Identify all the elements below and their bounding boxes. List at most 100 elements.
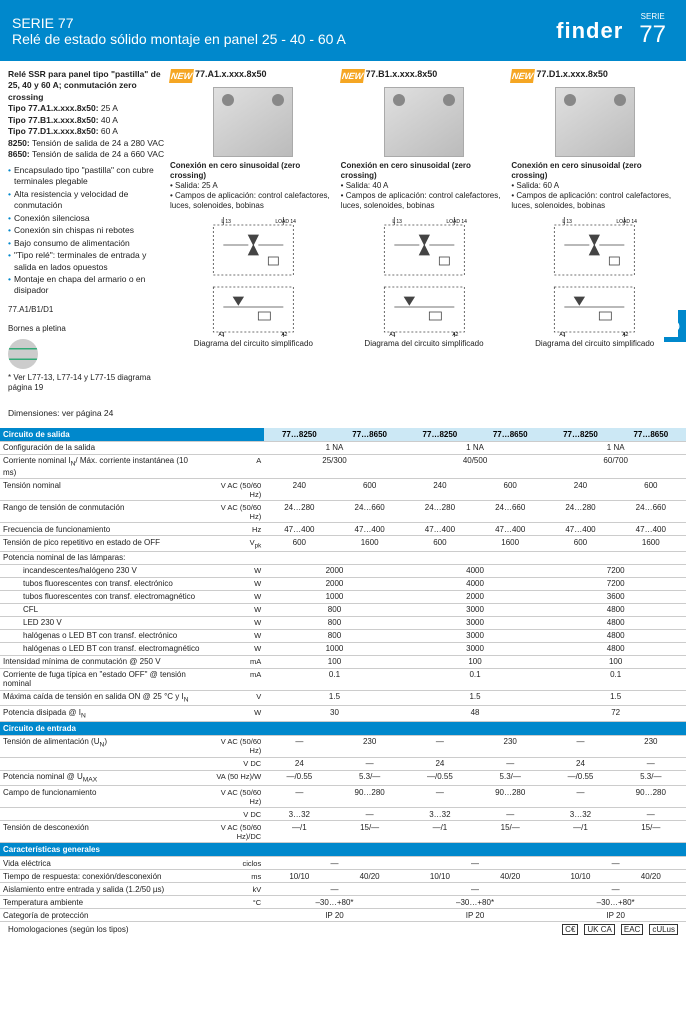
table-row: CFLW80030004800 [0, 603, 686, 616]
svg-text:L 13: L 13 [563, 219, 573, 225]
new-badge: NEW [510, 69, 535, 83]
type-line: Tipo 77.D1.x.xxx.8x50: 60 A [8, 126, 166, 137]
svg-text:LOAD 14: LOAD 14 [275, 219, 296, 225]
cert-icon: EAC [621, 924, 643, 935]
product-image [213, 87, 293, 157]
type-list: Tipo 77.A1.x.xxx.8x50: 25 ATipo 77.B1.x.… [8, 103, 166, 160]
svg-text:L 13: L 13 [392, 219, 402, 225]
table-row: Características generales [0, 843, 686, 857]
table-row: halógenas o LED BT con transf. electroma… [0, 642, 686, 655]
table-row: Potencia nominal de las lámparas: [0, 551, 686, 564]
header-left: SERIE 77 Relé de estado sólido montaje e… [12, 15, 556, 47]
product-card: NEW77.D1.x.xxx.8x50 Conexión en cero sinu… [511, 69, 678, 420]
svg-text:A1: A1 [389, 332, 395, 337]
content-area: Relé SSR para panel tipo "pastilla" de 2… [0, 61, 686, 428]
header-series-badge: SERIE 77 [631, 8, 674, 53]
homolog-label: Homologaciones (según los tipos) [8, 925, 562, 934]
table-row: LED 230 VW80030004800 [0, 616, 686, 629]
svg-text:A2: A2 [281, 332, 287, 337]
table-row: Vida eléctricaciclos——— [0, 857, 686, 870]
feature-item: Bajo consumo de alimentación [8, 238, 166, 249]
product-header: NEW77.A1.x.xxx.8x50 [170, 69, 337, 83]
feature-item: Alta resistencia y velocidad de conmutac… [8, 189, 166, 212]
header-title: Relé de estado sólido montaje en panel 2… [12, 31, 556, 47]
table-row: Circuito de salida77…825077…865077…82507… [0, 428, 686, 442]
svg-text:A2: A2 [623, 332, 629, 337]
product-header: NEW77.B1.x.xxx.8x50 [341, 69, 508, 83]
cert-icon: C€ [562, 924, 578, 935]
table-row: Tensión de pico repetitivo en estado de … [0, 536, 686, 552]
table-row: Máxima caída de tensión en salida ON @ 2… [0, 690, 686, 706]
product-image [384, 87, 464, 157]
product-description: Conexión en cero sinusoidal (zero crossi… [170, 161, 337, 211]
badge-serie-label: SERIE [639, 12, 666, 21]
table-row: Tiempo de respuesta: conexión/desconexió… [0, 870, 686, 883]
table-row: Intensidad mínima de conmutación @ 250 V… [0, 655, 686, 668]
feature-item: Conexión silenciosa [8, 213, 166, 224]
page-header: SERIE 77 Relé de estado sólido montaje e… [0, 0, 686, 61]
reference-note: * Ver L77-13, L77-14 y L77-15 diagrama p… [8, 373, 166, 395]
product-header: NEW77.D1.x.xxx.8x50 [511, 69, 678, 83]
type-line: Tipo 77.B1.x.xxx.8x50: 40 A [8, 115, 166, 126]
table-row: tubos fluorescentes con transf. electrom… [0, 590, 686, 603]
products-row: NEW77.A1.x.xxx.8x50 Conexión en cero sinu… [170, 69, 678, 420]
product-description: Conexión en cero sinusoidal (zero crossi… [511, 161, 678, 211]
terminal-icon [8, 339, 38, 369]
product-card: NEW77.A1.x.xxx.8x50 Conexión en cero sinu… [170, 69, 337, 420]
feature-item: Conexión sin chispas ni rebotes [8, 225, 166, 236]
circuit-diagram: L 13 LOAD 14 A1 A2 [511, 217, 678, 337]
table-row: Circuito de entrada [0, 721, 686, 735]
product-code: 77.D1.x.xxx.8x50 [536, 69, 608, 79]
feature-bullets: Encapsulado tipo "pastilla" con cubre te… [8, 165, 166, 297]
circuit-caption: Diagrama del circuito simplificado [170, 339, 337, 348]
type-line: Tipo 77.A1.x.xxx.8x50: 25 A [8, 103, 166, 114]
table-row: Aislamiento entre entrada y salida (1.2/… [0, 883, 686, 896]
description-column: Relé SSR para panel tipo "pastilla" de 2… [8, 69, 166, 420]
svg-text:A2: A2 [452, 332, 458, 337]
product-description: Conexión en cero sinusoidal (zero crossi… [341, 161, 508, 211]
table-row: incandescentes/halógeno 230 VW2000400072… [0, 564, 686, 577]
table-row: Corriente de fuga típica en "estado OFF"… [0, 668, 686, 690]
svg-text:LOAD 14: LOAD 14 [446, 219, 467, 225]
badge-serie-num: 77 [639, 21, 666, 49]
new-badge: NEW [340, 69, 365, 83]
terminal-model: 77.A1/B1/D1 [8, 305, 166, 316]
svg-text:LOAD 14: LOAD 14 [617, 219, 638, 225]
feature-item: Montaje en chapa del armario o en disipa… [8, 274, 166, 297]
table-row: Tensión nominalV AC (50/60 Hz)2406002406… [0, 479, 686, 501]
dimensions-note: Dimensiones: ver página 24 [8, 408, 166, 419]
svg-text:A1: A1 [560, 332, 566, 337]
table-row: Tensión de desconexiónV AC (50/60 Hz)/DC… [0, 821, 686, 843]
table-row: Temperatura ambiente°C–30…+80*–30…+80*–3… [0, 896, 686, 909]
homologations-row: Homologaciones (según los tipos) C€UK CA… [0, 922, 686, 937]
brand-logo: finder [556, 18, 623, 44]
table-row: Potencia disipada @ INW304872 [0, 706, 686, 722]
svg-text:A1: A1 [218, 332, 224, 337]
cert-icons: C€UK CAEACcULus [562, 924, 678, 935]
type-line: 8650: Tensión de salida de 24 a 660 VAC [8, 149, 166, 160]
product-code: 77.B1.x.xxx.8x50 [366, 69, 438, 79]
table-row: V DC3…32—3…32—3…32— [0, 808, 686, 821]
table-row: Tensión de alimentación (UN)V AC (50/60 … [0, 735, 686, 757]
circuit-caption: Diagrama del circuito simplificado [511, 339, 678, 348]
feature-item: "Tipo relé": terminales de entrada y sal… [8, 250, 166, 273]
feature-item: Encapsulado tipo "pastilla" con cubre te… [8, 165, 166, 188]
table-row: Frecuencia de funcionamientoHz47…40047…4… [0, 523, 686, 536]
table-row: Potencia nominal @ UMAXVA (50 Hz)/W—/0.5… [0, 770, 686, 786]
table-row: V DC24—24—24— [0, 757, 686, 770]
circuit-caption: Diagrama del circuito simplificado [341, 339, 508, 348]
cert-icon: cULus [649, 924, 678, 935]
table-row: halógenas o LED BT con transf. electróni… [0, 629, 686, 642]
circuit-diagram: L 13 LOAD 14 A1 A2 [170, 217, 337, 337]
spec-table: Circuito de salida77…825077…865077…82507… [0, 428, 686, 923]
product-card: NEW77.B1.x.xxx.8x50 Conexión en cero sinu… [341, 69, 508, 420]
table-row: tubos fluorescentes con transf. electrón… [0, 577, 686, 590]
table-row: Campo de funcionamientoV AC (50/60 Hz)—9… [0, 786, 686, 808]
table-row: Categoría de protecciónIP 20IP 20IP 20 [0, 909, 686, 922]
svg-text:L 13: L 13 [221, 219, 231, 225]
table-row: Corriente nominal IN/ Máx. corriente ins… [0, 454, 686, 479]
circuit-diagram: L 13 LOAD 14 A1 A2 [341, 217, 508, 337]
terminal-type: Bornes a pletina [8, 324, 166, 335]
product-image [555, 87, 635, 157]
intro-title: Relé SSR para panel tipo "pastilla" de 2… [8, 69, 166, 103]
